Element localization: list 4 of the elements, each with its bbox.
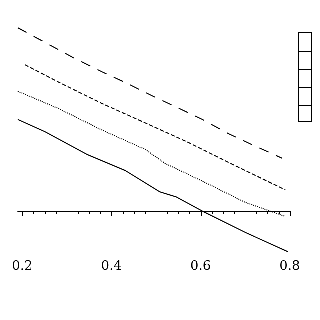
x-tick-label: 0.4 xyxy=(101,259,122,274)
x-tick-label: 0.6 xyxy=(190,259,212,274)
x-tick-label: 0.2 xyxy=(12,259,33,274)
x-tick-label: 0.8 xyxy=(280,259,300,274)
